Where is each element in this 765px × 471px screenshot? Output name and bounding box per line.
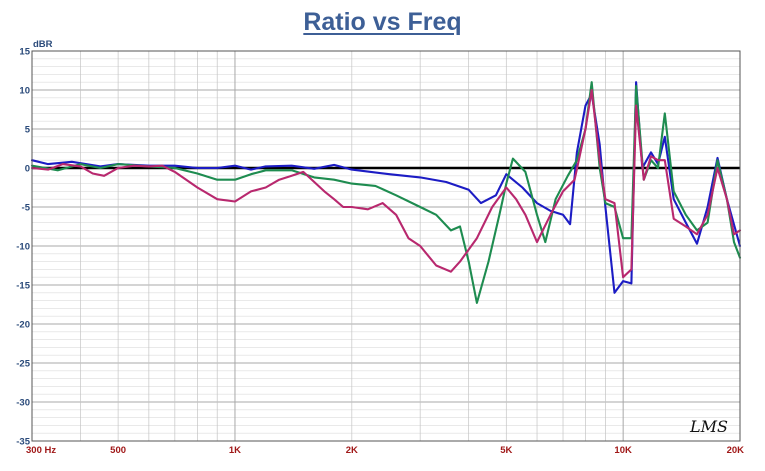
x-axis-ticks: 300 Hz 500 1K 2K 5K 10K 20K <box>26 445 744 456</box>
chart-grid <box>31 50 741 442</box>
series-line-2 <box>30 81 742 304</box>
y-tick-label: 10 <box>19 86 30 97</box>
y-tick-label: -30 <box>16 398 30 409</box>
y-axis-ticks: 15 10 5 0 -5 -10 -15 -20 -25 -30 -35 <box>16 47 30 448</box>
y-tick-label: 15 <box>19 47 30 58</box>
y-tick-label: -35 <box>16 437 30 448</box>
y-tick-label: -25 <box>16 359 30 370</box>
x-tick-label: 500 <box>110 445 126 456</box>
y-tick-label: -20 <box>16 320 30 331</box>
y-tick-label: 5 <box>25 125 31 136</box>
x-tick-label: 2K <box>346 445 358 456</box>
x-tick-label: 20K <box>727 445 745 456</box>
x-tick-label: 1K <box>229 445 241 456</box>
y-axis-unit-label: dBR <box>33 39 53 50</box>
x-tick-label: 5K <box>500 445 512 456</box>
y-tick-label: -10 <box>16 242 30 253</box>
plot-frame <box>31 50 741 442</box>
y-tick-label: -5 <box>22 203 31 214</box>
y-tick-label: -15 <box>16 281 30 292</box>
series-line-3 <box>30 88 742 279</box>
x-tick-label: 10K <box>614 445 632 456</box>
x-tick-label: 300 Hz <box>26 445 56 456</box>
chart-title: Ratio vs Freq <box>303 8 462 36</box>
series-group <box>30 81 742 304</box>
lms-logo: LMS <box>689 417 728 436</box>
y-tick-label: 0 <box>25 164 30 175</box>
